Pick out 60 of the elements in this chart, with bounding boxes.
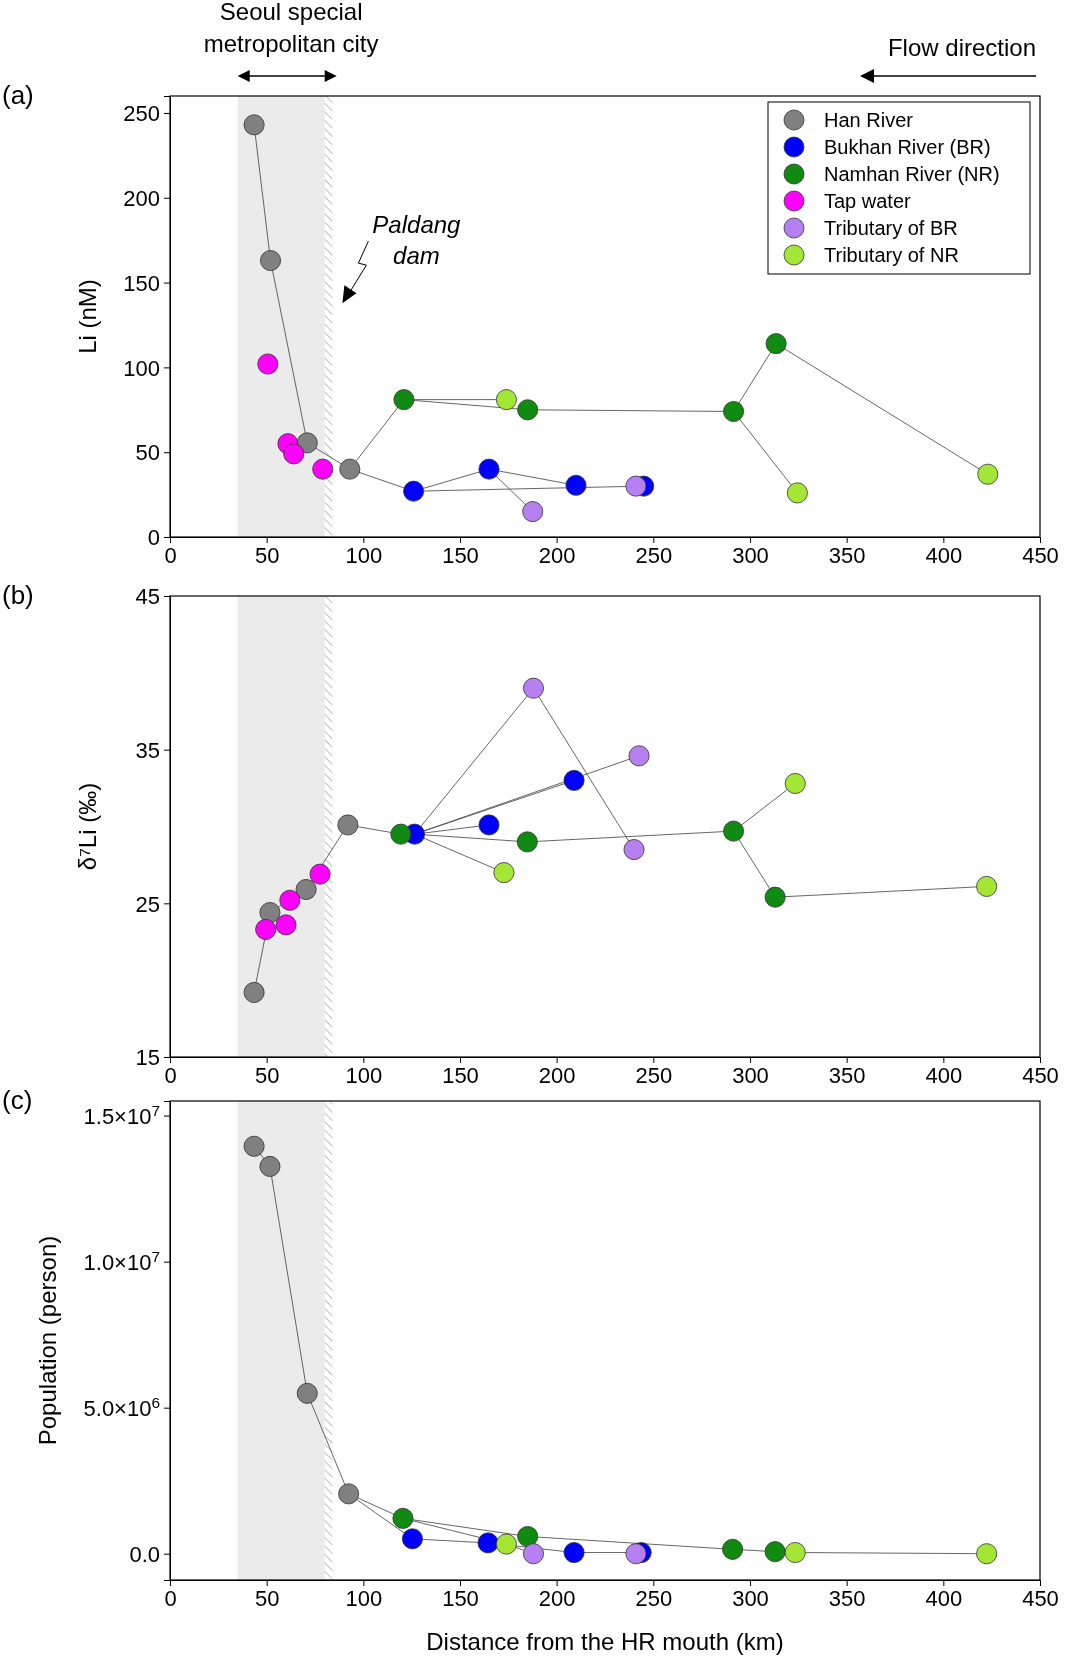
x-tick-label: 250: [635, 1586, 673, 1611]
legend-label: Han River: [824, 109, 914, 131]
legend-label: Tributary of BR: [824, 217, 958, 239]
annotation: Paldang dam: [372, 211, 462, 270]
y-tick-label: 15: [135, 1045, 160, 1071]
y-tick-label: 25: [135, 891, 160, 917]
x-tick-label: 300: [732, 543, 769, 568]
x-tick-label: 250: [635, 1063, 673, 1088]
x-tick-label: 100: [345, 1586, 383, 1611]
x-tick-label: 350: [828, 1586, 866, 1611]
y-axis-title: Population (person): [34, 1235, 61, 1446]
x-tick-label: 200: [538, 543, 576, 568]
x-tick-label: 150: [442, 1063, 479, 1088]
chart-title: (b): [2, 580, 34, 610]
x-tick-label: 200: [538, 1586, 576, 1611]
x-tick-label: 350: [828, 543, 866, 568]
x-tick-label: 150: [442, 543, 479, 568]
y-tick-label: 100: [123, 355, 160, 381]
y-tick-label: 250: [123, 101, 160, 127]
y-axis-title: Li (nM): [74, 279, 101, 354]
x-tick-label: 400: [925, 543, 963, 568]
x-tick-label: 50: [254, 1586, 280, 1611]
x-tick-label: 100: [345, 543, 383, 568]
y-tick-label: 200: [123, 185, 160, 211]
y-tick-label: 0: [147, 525, 160, 551]
x-tick-label: 0: [164, 1586, 177, 1611]
x-tick-label: 400: [925, 1586, 963, 1611]
y-tick-label: 1.0×10$^{7}$: [83, 1247, 160, 1275]
chart-title: (c): [2, 1085, 33, 1115]
x-tick-label: 300: [732, 1586, 769, 1611]
x-tick-label: 250: [635, 543, 673, 568]
y-tick-label: 0.0: [129, 1541, 160, 1567]
y-tick-label: 50: [135, 440, 160, 466]
x-tick-label: 0: [164, 1063, 177, 1088]
legend-label: Namhan River (NR): [824, 163, 1000, 185]
y-tick-label: 35: [135, 737, 160, 763]
legend-label: Tap water: [824, 190, 912, 212]
x-tick-label: 200: [538, 1063, 576, 1088]
y-tick-label: 45: [135, 584, 160, 610]
y-tick-label: 150: [123, 270, 160, 296]
y-tick-label: 1.5×10$^{7}$: [83, 1101, 160, 1129]
x-axis-title: Distance from the HR mouth (km): [426, 1628, 784, 1655]
x-tick-label: 50: [254, 1063, 280, 1088]
x-tick-label: 450: [1022, 1586, 1059, 1611]
text: Flow direction: [887, 34, 1036, 61]
x-tick-label: 150: [442, 1586, 479, 1611]
x-tick-label: 400: [925, 1063, 963, 1088]
x-tick-label: 0: [164, 543, 177, 568]
x-tick-label: 300: [732, 1063, 769, 1088]
x-tick-label: 450: [1022, 1063, 1059, 1088]
legend-label: Bukhan River (BR): [824, 136, 991, 158]
legend-label: Tributary of NR: [824, 244, 959, 266]
y-axis-title: δ⁷Li (‰): [74, 782, 101, 871]
x-tick-label: 50: [254, 543, 280, 568]
chart-title: (a): [2, 80, 34, 110]
x-tick-label: 350: [828, 1063, 866, 1088]
y-tick-label: 5.0×10$^{6}$: [83, 1393, 160, 1421]
x-tick-label: 450: [1022, 543, 1059, 568]
text: Seoul special metropolitan city: [203, 0, 379, 57]
x-tick-label: 100: [345, 1063, 383, 1088]
